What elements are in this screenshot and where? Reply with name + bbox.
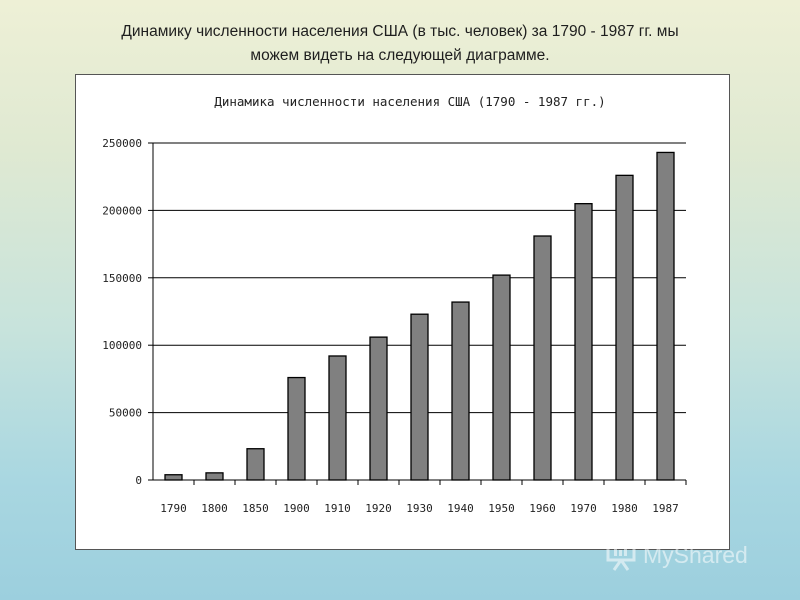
bar-1987 <box>656 151 675 481</box>
bar-1950 <box>492 274 511 481</box>
x-tick-label: 1950 <box>488 502 515 515</box>
bar-1910 <box>328 355 347 481</box>
bar-1940 <box>451 301 470 481</box>
population-bar-chart: Динамика численности населения США (1790… <box>102 94 687 515</box>
x-tick-label: 1800 <box>201 502 228 515</box>
x-tick-label: 1980 <box>611 502 638 515</box>
slide-title: Динамику численности населения США (в ты… <box>40 20 760 68</box>
y-tick-label: 200000 <box>102 204 142 217</box>
y-tick-label: 0 <box>135 474 142 487</box>
y-tick-label: 250000 <box>102 137 142 150</box>
watermark-text: MyShared <box>643 541 748 568</box>
x-tick-label: 1900 <box>283 502 310 515</box>
chart-title: Динамика численности населения США (1790… <box>214 94 605 109</box>
bar-1920 <box>369 336 388 481</box>
slide-title-line-1: Динамику численности населения США (в ты… <box>121 23 679 40</box>
bar-layer <box>164 151 675 481</box>
axis-layer <box>148 142 687 485</box>
presentation-icon <box>606 540 636 571</box>
bar-1900 <box>287 376 306 481</box>
bar-1960 <box>533 235 552 481</box>
x-tick-label: 1930 <box>406 502 433 515</box>
bar-1980 <box>615 174 634 481</box>
x-tick-label: 1910 <box>324 502 351 515</box>
bar-1790 <box>164 474 183 481</box>
x-tick-label: 1850 <box>242 502 269 515</box>
watermark: MyShared <box>605 535 785 575</box>
bar-1850 <box>246 448 265 481</box>
chart-frame: Динамика численности населения США (1790… <box>75 74 730 550</box>
x-tick-label: 1790 <box>160 502 187 515</box>
x-tick-label: 1920 <box>365 502 392 515</box>
x-tick-label: 1960 <box>529 502 556 515</box>
y-tick-label: 150000 <box>102 272 142 285</box>
grid-layer <box>153 142 686 414</box>
label-layer: 0 50000 100000 150000 200000 250000 1790 1800 18… <box>102 137 679 515</box>
y-tick-label: 50000 <box>109 407 142 420</box>
bar-1800 <box>205 472 224 481</box>
bar-1970 <box>574 203 593 481</box>
slide-title-line-2: можем видеть на следующей диаграмме. <box>250 47 550 64</box>
x-tick-label: 1940 <box>447 502 474 515</box>
y-tick-label: 100000 <box>102 339 142 352</box>
x-tick-label: 1987 <box>652 502 679 515</box>
bar-1930 <box>410 313 429 481</box>
x-tick-label: 1970 <box>570 502 597 515</box>
